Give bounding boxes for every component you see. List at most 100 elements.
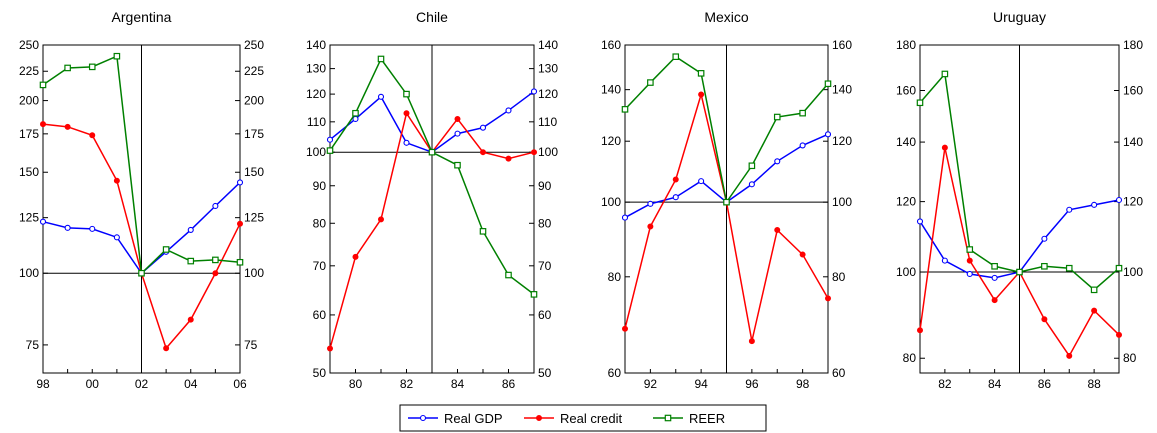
data-point-real-gdp [39,218,47,225]
data-point-real-credit [480,149,486,156]
y-tick-label-left: 180 [896,38,916,52]
data-point-reer [530,291,538,298]
data-point-real-credit [825,295,831,302]
data-point-real-gdp [941,257,948,264]
data-point-real-credit [531,149,537,156]
data-point-reer [941,70,949,78]
y-tick-label-left: 200 [19,94,39,108]
y-tick-label-left: 60 [608,366,622,380]
y-tick-label-right: 60 [538,308,552,322]
y-tick-label-right: 80 [832,270,846,284]
y-tick-label-right: 150 [244,165,264,179]
y-tick-label-right: 140 [538,38,558,52]
y-tick-label-left: 160 [896,83,916,97]
y-tick-label-left: 150 [19,165,39,179]
y-tick-label-left: 80 [608,270,622,284]
data-point-reer [621,106,629,113]
data-point-real-gdp [1115,196,1123,204]
panel-chile: Chile 50 50 60 60 70 70 80 80 90 90 100 100 110 110 120… [306,9,558,391]
x-tick-label: 88 [1087,377,1101,391]
legend-marker [664,414,672,422]
x-tick-label: 02 [135,377,149,391]
y-tick-label-right: 140 [1123,135,1143,149]
y-tick-label-left: 140 [601,83,621,97]
x-tick-label: 82 [400,377,414,391]
data-point-real-gdp [403,139,410,146]
x-tick-label: 84 [988,377,1002,391]
data-point-reer [236,258,244,266]
data-point-real-credit [647,223,654,230]
data-point-real-credit [40,121,46,128]
x-tick-label: 92 [644,377,658,391]
data-point-real-credit [1116,331,1122,338]
data-point-real-gdp [966,270,973,278]
data-point-real-gdp [187,226,194,233]
y-tick-label-left: 100 [896,265,916,279]
data-point-reer [428,148,436,156]
data-point-real-credit [454,115,461,122]
data-point-real-gdp [991,274,998,281]
data-point-reer [723,198,730,206]
data-point-reer [1016,268,1023,276]
data-point-real-gdp [377,93,385,100]
data-point-reer [824,80,832,88]
data-point-real-gdp [1091,201,1098,208]
data-point-real-gdp [748,181,755,188]
data-point-real-credit [966,257,973,264]
panel-title: Chile [416,9,448,25]
y-tick-label-right: 100 [244,266,264,280]
y-tick-label-left: 80 [313,216,327,230]
data-point-real-gdp [621,214,629,221]
data-point-real-credit [403,110,410,117]
data-point-real-credit [113,177,120,184]
data-point-reer [64,64,71,72]
data-point-real-gdp [89,225,96,232]
y-tick-label-right: 60 [832,366,846,380]
data-point-reer [505,271,512,279]
data-point-reer [403,90,410,98]
data-point-real-credit [64,123,71,130]
panel-title: Mexico [704,9,749,25]
data-point-real-credit [774,227,781,234]
data-point-real-gdp [916,218,924,225]
y-tick-label-right: 200 [244,94,264,108]
legend-label: Real credit [560,411,623,426]
x-tick-label: 00 [86,377,100,391]
y-tick-label-right: 160 [832,38,852,52]
x-tick-label: 80 [349,377,363,391]
data-point-reer [479,228,487,235]
data-point-reer [138,269,145,277]
y-tick-label-left: 120 [896,195,916,209]
x-tick-label: 84 [451,377,465,391]
data-point-real-gdp [698,178,705,185]
data-point-real-credit [505,155,512,162]
data-point-reer [454,161,461,169]
y-tick-label-right: 250 [244,38,264,52]
data-point-real-gdp [1066,206,1073,213]
data-point-real-gdp [479,124,487,131]
y-tick-label-right: 80 [538,216,552,230]
data-point-real-credit [672,176,679,183]
y-tick-label-right: 120 [832,134,852,148]
data-point-reer [1090,286,1098,294]
data-point-real-gdp [505,107,512,114]
y-tick-label-left: 250 [19,38,39,52]
data-point-real-credit [89,132,96,139]
data-point-real-credit [327,345,333,352]
data-point-reer [1041,262,1048,270]
data-point-real-gdp [1041,235,1048,242]
y-tick-label-right: 225 [244,64,264,78]
y-tick-label-left: 100 [306,145,326,159]
data-point-real-credit [187,316,194,323]
data-point-reer [113,52,121,60]
y-tick-label-left: 100 [19,266,39,280]
y-tick-label-left: 120 [306,87,326,101]
panel-mexico: Mexico 60 60 80 80 100 100 120 120 140 140 160 160 92… [601,9,852,391]
data-point-real-gdp [352,115,359,122]
data-point-real-credit [748,338,755,345]
y-tick-label-right: 130 [538,62,558,76]
legend-marker [419,414,427,422]
y-tick-label-right: 100 [538,145,558,159]
y-tick-label-right: 80 [1123,351,1137,365]
y-tick-label-right: 100 [832,195,852,209]
